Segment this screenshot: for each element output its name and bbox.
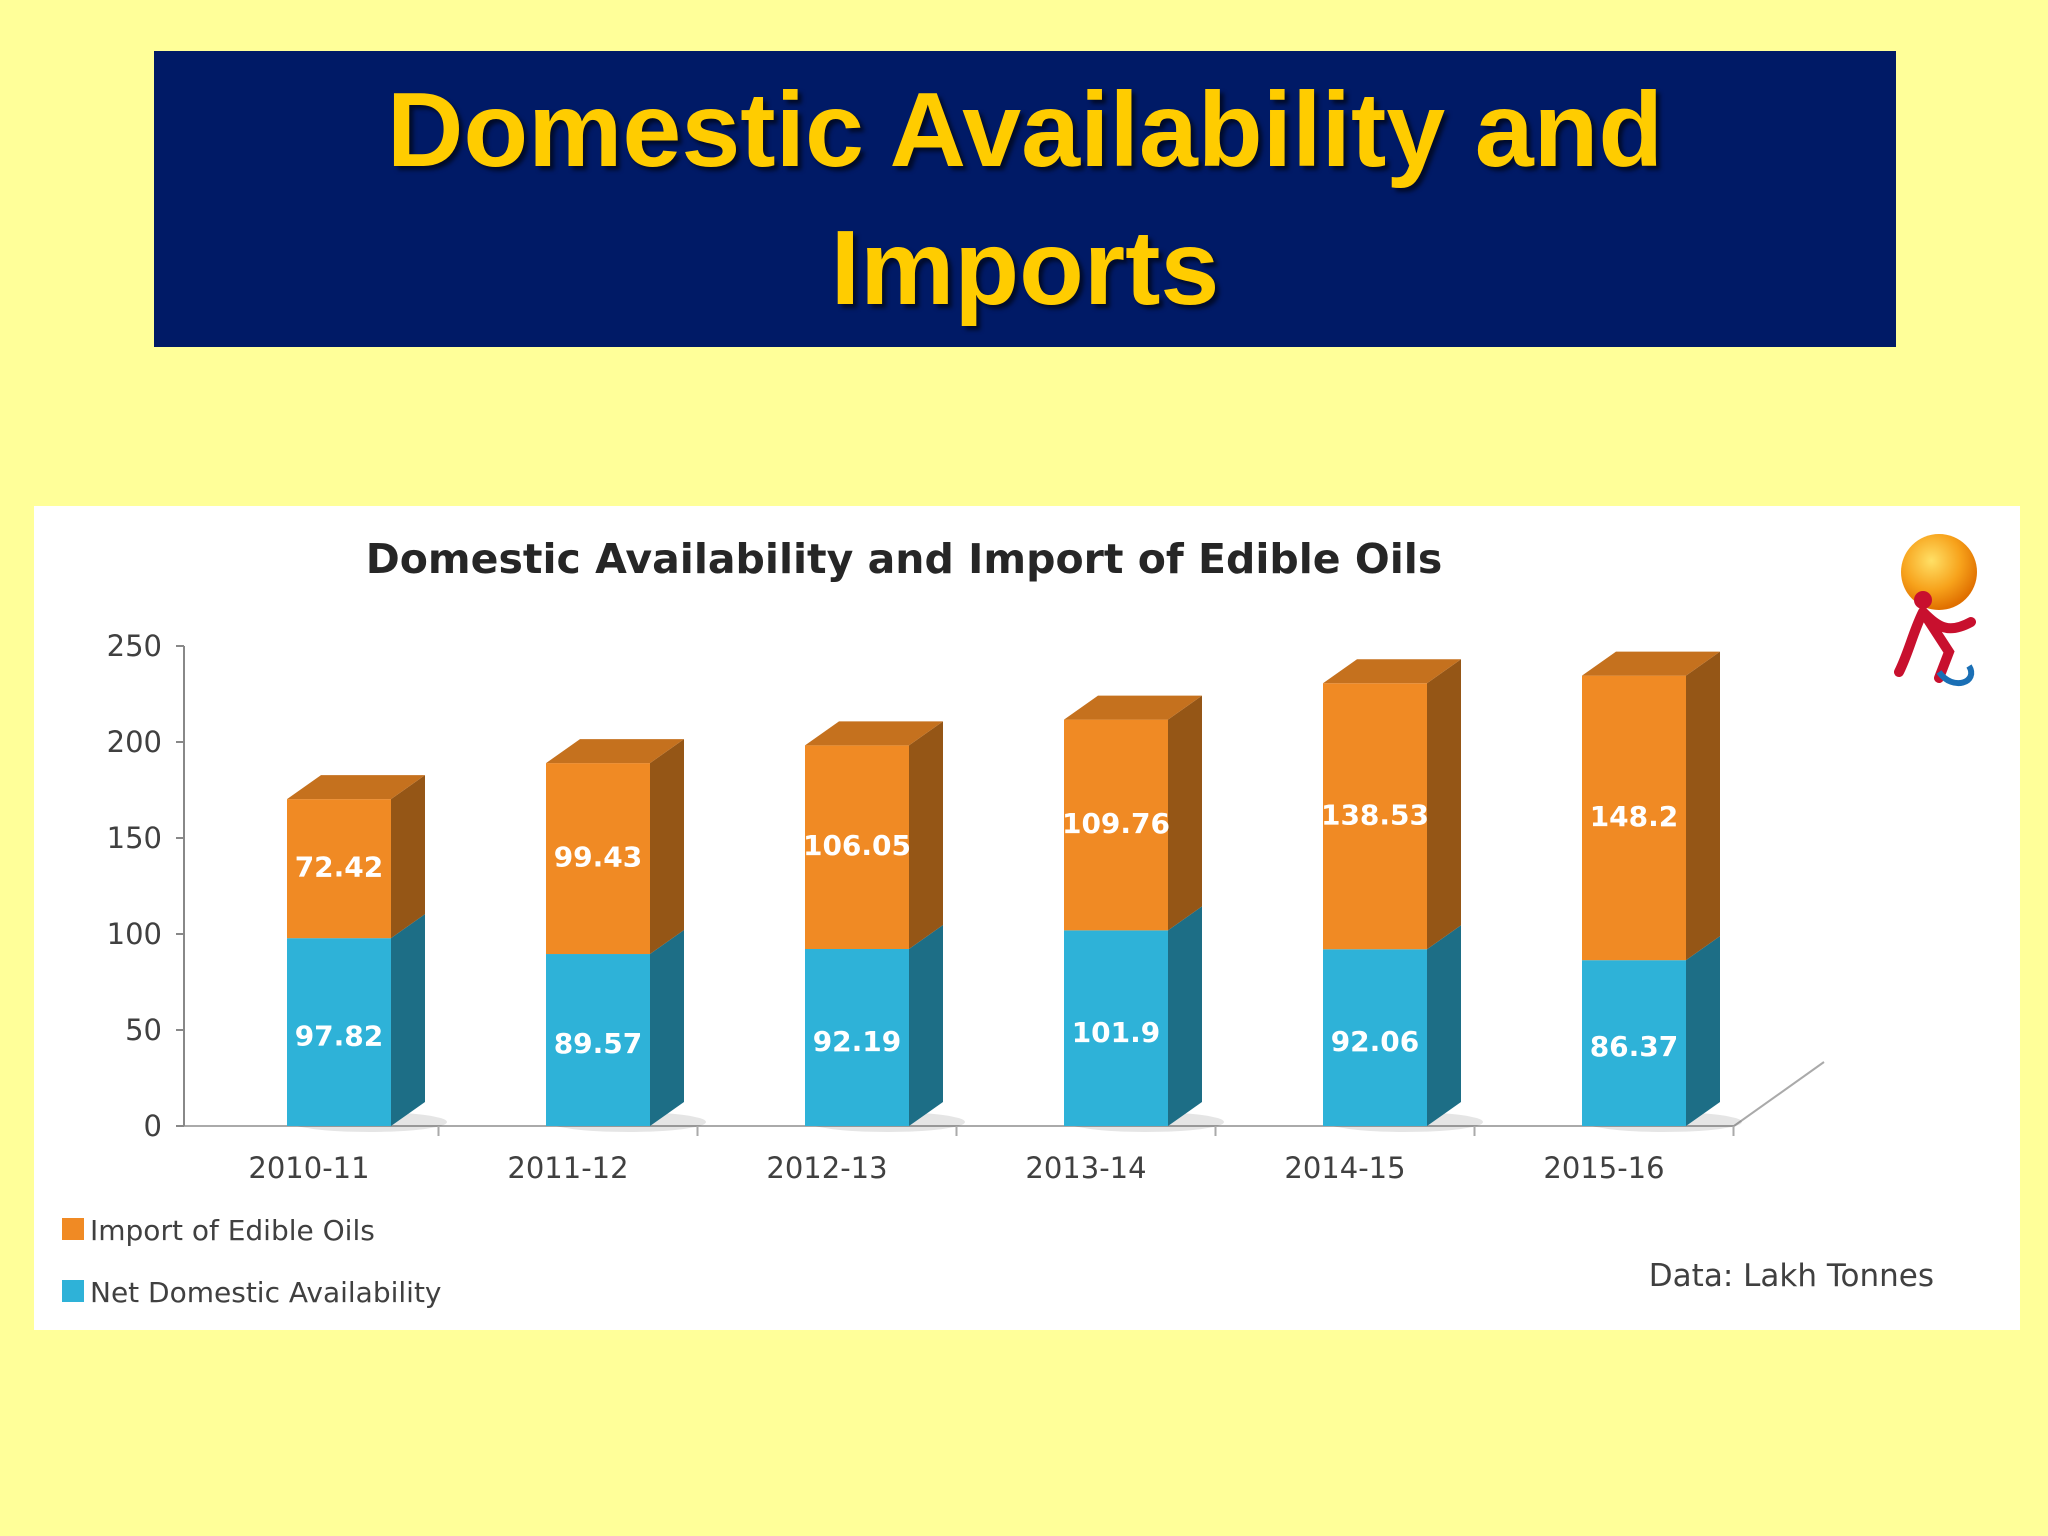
x-tick-label: 2010-11 bbox=[248, 1151, 369, 1185]
bar-group: 89.57 99.43 bbox=[546, 739, 706, 1132]
bar-value-label: 72.42 bbox=[295, 851, 384, 884]
x-tick-label: 2014-15 bbox=[1284, 1151, 1405, 1185]
bar-side-face bbox=[1168, 695, 1202, 931]
bar-side-face bbox=[650, 739, 684, 955]
bar-value-label: 99.43 bbox=[554, 841, 643, 874]
bar-side-face bbox=[391, 775, 425, 939]
bar-top-face bbox=[287, 775, 425, 800]
bar-value-label: 106.05 bbox=[803, 829, 911, 862]
bar-import bbox=[805, 745, 909, 949]
bar-value-label: 101.9 bbox=[1072, 1016, 1161, 1049]
bar-side-face bbox=[909, 924, 943, 1126]
bar-value-label: 109.76 bbox=[1062, 807, 1170, 840]
y-tick-label: 200 bbox=[107, 725, 162, 759]
legend-label: Net Domestic Availability bbox=[90, 1276, 442, 1309]
x-tick-label: 2015-16 bbox=[1543, 1151, 1664, 1185]
bar-import bbox=[1323, 683, 1427, 950]
bar-side-face bbox=[1686, 936, 1720, 1126]
bar-import bbox=[287, 799, 391, 939]
slide-title: Domestic Availability and Imports bbox=[386, 71, 1664, 327]
bar-value-label: 86.37 bbox=[1590, 1030, 1679, 1063]
legend-swatch bbox=[62, 1280, 84, 1302]
bars: 97.82 72.42 89.57 99.43 92.19 106.05 101.9 109.… bbox=[287, 651, 1742, 1132]
x-tick-label: 2013-14 bbox=[1025, 1151, 1146, 1185]
title-banner: Domestic Availability and Imports bbox=[154, 51, 1896, 347]
chart-panel: Domestic Availability and Import of Edib… bbox=[34, 506, 2020, 1330]
y-tick-label: 0 bbox=[144, 1109, 162, 1143]
x-tick-label: 2011-12 bbox=[507, 1151, 628, 1185]
legend: Import of Edible Oils Net Domestic Availa… bbox=[62, 1214, 442, 1309]
bar-top-face bbox=[1064, 695, 1202, 720]
bar-side-face bbox=[909, 721, 943, 949]
bar-top-face bbox=[805, 721, 943, 746]
bar-value-label: 138.53 bbox=[1321, 798, 1429, 831]
bar-value-label: 89.57 bbox=[554, 1027, 643, 1060]
y-tick-label: 100 bbox=[107, 917, 162, 951]
data-unit-note: Data: Lakh Tonnes bbox=[1649, 1258, 1934, 1294]
bar-group: 86.37 148.2 bbox=[1582, 651, 1742, 1132]
bar-group: 101.9 109.76 bbox=[1062, 695, 1224, 1132]
y-tick-label: 50 bbox=[125, 1013, 162, 1047]
bar-import bbox=[1064, 719, 1168, 931]
bar-side-face bbox=[1686, 651, 1720, 961]
bar-net-domestic bbox=[1323, 949, 1427, 1126]
bar-top-face bbox=[1582, 651, 1720, 676]
chart-title: Domestic Availability and Import of Edib… bbox=[366, 535, 1443, 583]
bar-net-domestic bbox=[805, 948, 909, 1126]
bar-group: 92.19 106.05 bbox=[803, 721, 965, 1132]
bar-top-face bbox=[1323, 659, 1461, 684]
y-axis: 0 50 100 150 200 250 bbox=[107, 629, 185, 1143]
x-axis: 2010-11 2011-12 2012-13 2013-14 2014-15 2015-… bbox=[248, 1126, 1735, 1185]
bar-import bbox=[546, 763, 650, 955]
stacked-bar-chart: Domestic Availability and Import of Edib… bbox=[62, 534, 1977, 1309]
bar-value-label: 148.2 bbox=[1590, 800, 1679, 833]
sun-runner-logo-icon bbox=[1894, 534, 1977, 686]
bar-value-label: 97.82 bbox=[295, 1020, 384, 1053]
bar-side-face bbox=[1427, 925, 1461, 1126]
bar-side-face bbox=[391, 914, 425, 1126]
y-tick-label: 150 bbox=[107, 821, 162, 855]
bar-net-domestic bbox=[546, 954, 650, 1126]
bar-side-face bbox=[1427, 659, 1461, 950]
bar-group: 97.82 72.42 bbox=[287, 775, 447, 1132]
bar-side-face bbox=[650, 930, 684, 1126]
bar-value-label: 92.06 bbox=[1331, 1025, 1420, 1058]
bar-group: 92.06 138.53 bbox=[1321, 659, 1483, 1132]
legend-swatch bbox=[62, 1218, 84, 1240]
bar-net-domestic bbox=[287, 938, 391, 1126]
bar-value-label: 92.19 bbox=[813, 1025, 902, 1058]
y-tick-label: 250 bbox=[107, 629, 162, 663]
bar-side-face bbox=[1168, 906, 1202, 1126]
legend-label: Import of Edible Oils bbox=[90, 1214, 375, 1247]
x-tick-label: 2012-13 bbox=[766, 1151, 887, 1185]
bar-net-domestic bbox=[1064, 930, 1168, 1126]
bar-import bbox=[1582, 675, 1686, 961]
bar-net-domestic bbox=[1582, 960, 1686, 1126]
bar-top-face bbox=[546, 739, 684, 764]
